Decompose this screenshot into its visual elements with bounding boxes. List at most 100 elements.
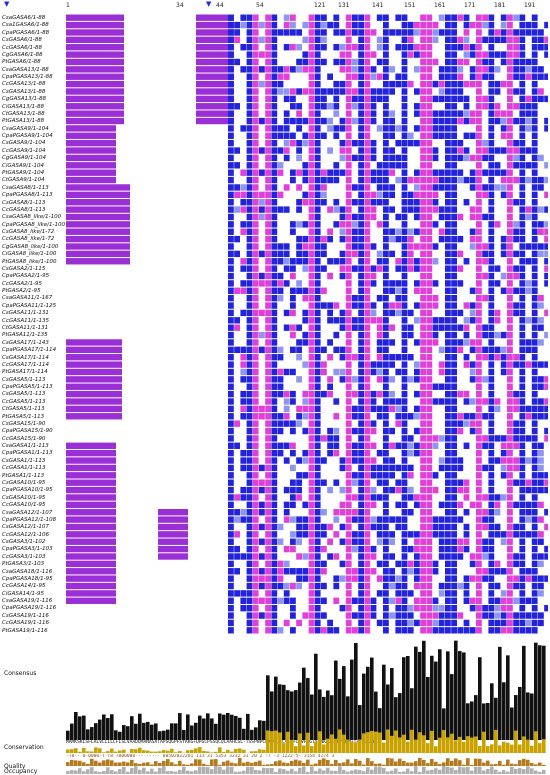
- residue-cell: [228, 384, 234, 390]
- residue-cell: [346, 103, 352, 109]
- residue-cell: [445, 103, 451, 109]
- residue-cell: [470, 110, 476, 116]
- residue-cell: [420, 450, 426, 456]
- occupancy-bar: [318, 769, 322, 774]
- residue-cell: [482, 605, 488, 611]
- residue-cell: [364, 347, 370, 353]
- residue-cell: [228, 265, 234, 271]
- residue-cell: [451, 472, 457, 478]
- residue-cell: [451, 435, 457, 441]
- residue-cell: [426, 236, 432, 242]
- residue-cell: [420, 110, 426, 116]
- residue-cell: [284, 413, 290, 419]
- residue-cell: [271, 162, 277, 168]
- residue-cell: [321, 103, 327, 109]
- sequence-name: PtGASA19/1-116: [2, 627, 66, 636]
- residue-cell: [395, 465, 401, 471]
- residue-cell: [228, 575, 234, 581]
- residue-cell: [544, 51, 548, 57]
- residue-cell: [333, 206, 339, 212]
- residue-cell: [414, 494, 420, 500]
- residue-cell: [371, 612, 377, 618]
- occupancy-bar: [534, 770, 538, 774]
- residue-cell: [383, 605, 389, 611]
- residue-cell: [383, 339, 389, 345]
- residue-cell: [383, 199, 389, 205]
- occupancy-bar: [250, 767, 254, 774]
- residue-cell: [364, 258, 370, 264]
- residue-cell: [395, 354, 401, 360]
- residue-cell: [476, 568, 482, 574]
- residue-cell: [265, 450, 271, 456]
- residue-cell: [507, 457, 513, 463]
- residue-cell: [526, 568, 532, 574]
- residue-cell: [482, 347, 488, 353]
- residue-cell: [519, 605, 525, 611]
- residue-cell: [488, 88, 494, 94]
- residue-cell: [414, 125, 420, 131]
- residue-cell: [464, 118, 470, 124]
- residue-cell: [445, 384, 451, 390]
- residue-cell: [364, 192, 370, 198]
- conservation-bar: [234, 749, 238, 753]
- residue-cell: [284, 243, 290, 249]
- residue-cell: [315, 598, 321, 604]
- residue-cell: [333, 627, 339, 633]
- residue-cell: [358, 22, 364, 28]
- residue-cell: [265, 310, 271, 316]
- residue-cell: [451, 81, 457, 87]
- residue-cell: [389, 443, 395, 449]
- residue-cell: [433, 206, 439, 212]
- residue-cell: [290, 310, 296, 316]
- residue-cell: [340, 251, 346, 257]
- residue-cell: [327, 435, 333, 441]
- conservation-bar: [238, 748, 242, 753]
- residue-cell: [240, 457, 246, 463]
- residue-cell: [470, 310, 476, 316]
- residue-cell: [426, 295, 432, 301]
- residue-cell: [309, 627, 315, 633]
- residue-cell: [420, 221, 426, 227]
- residue-cell: [358, 118, 364, 124]
- residue-cell: [228, 177, 234, 183]
- residue-cell: [476, 192, 482, 198]
- residue-cell: [327, 147, 333, 153]
- residue-cell: [426, 317, 432, 323]
- signal-peptide-block: [66, 590, 116, 596]
- conservation-bar: [346, 740, 350, 753]
- residue-cell: [340, 29, 346, 35]
- residue-cell: [352, 236, 358, 242]
- residue-cell: [439, 317, 445, 323]
- residue-cell: [333, 96, 339, 102]
- conservation-bar: [422, 735, 426, 753]
- residue-cell: [544, 280, 548, 286]
- residue-cell: [488, 125, 494, 131]
- residue-cell: [253, 236, 259, 242]
- residue-cell: [532, 435, 538, 441]
- residue-cell: [340, 258, 346, 264]
- residue-cell: [315, 236, 321, 242]
- residue-cell: [309, 37, 315, 43]
- signal-peptide-block: [66, 155, 116, 161]
- residue-cell: [451, 568, 457, 574]
- residue-cell: [402, 199, 408, 205]
- residue-cell: [346, 583, 352, 589]
- residue-cell: [451, 265, 457, 271]
- residue-cell: [470, 155, 476, 161]
- residue-cell: [240, 310, 246, 316]
- residue-cell: [346, 170, 352, 176]
- residue-cell: [290, 516, 296, 522]
- residue-cell: [482, 413, 488, 419]
- conservation-bar: [386, 729, 390, 753]
- residue-cell: [414, 339, 420, 345]
- residue-cell: [290, 103, 296, 109]
- residue-cell: [476, 110, 482, 116]
- residue-cell: [495, 147, 501, 153]
- residue-cell: [482, 103, 488, 109]
- residue-cell: [302, 251, 308, 257]
- residue-cell: [420, 546, 426, 552]
- residue-cell: [519, 450, 525, 456]
- residue-cell: [488, 51, 494, 57]
- residue-cell: [519, 170, 525, 176]
- residue-cell: [364, 605, 370, 611]
